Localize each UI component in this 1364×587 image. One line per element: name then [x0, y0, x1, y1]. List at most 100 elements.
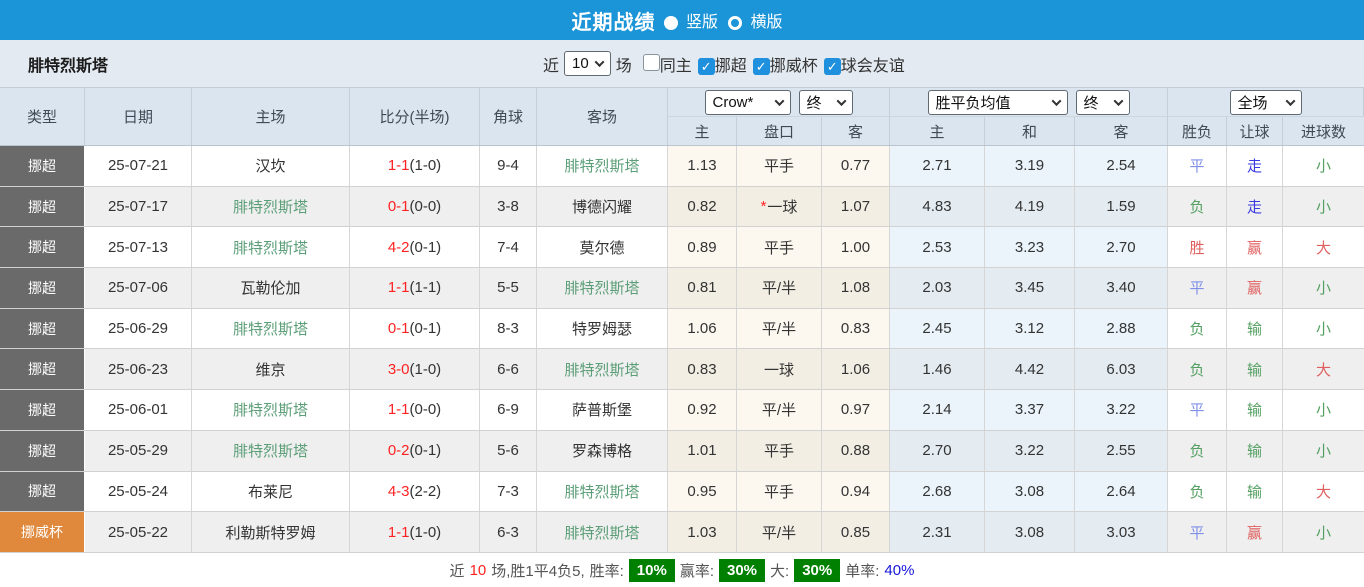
cell-league-type: 挪超	[0, 430, 85, 471]
cell-result-goals: 小	[1283, 512, 1364, 552]
cell-home-team: 汉坎	[192, 146, 350, 186]
table-row: 挪超 25-07-17 腓特烈斯塔 0-1 (0-0) 3-8 博德闪耀 0.82…	[0, 186, 1364, 228]
cell-handicap: 平手	[737, 471, 822, 512]
scope-select[interactable]: 全场	[1229, 89, 1302, 115]
cell-mean-draw: 4.42	[985, 349, 1075, 390]
chevron-down-icon	[594, 57, 605, 68]
cell-league-type: 挪超	[0, 471, 85, 512]
cell-corners: 3-8	[480, 186, 537, 227]
cell-date: 25-05-29	[85, 430, 192, 471]
cell-mean-away: 6.03	[1075, 349, 1168, 390]
cell-mean-draw: 3.08	[985, 471, 1075, 512]
cell-mean-home: 2.70	[890, 430, 985, 471]
cell-corners: 7-4	[480, 227, 537, 268]
summary-bar: 近 10 场,胜1平4负5, 胜率: 10% 赢率: 30% 大: 30% 单率: 4…	[0, 552, 1364, 587]
single-rate-value: 40%	[884, 561, 915, 579]
filter-checkbox[interactable]: ✓	[823, 58, 841, 75]
layout-radio-selected[interactable]	[663, 15, 678, 30]
cell-mean-draw: 3.19	[985, 146, 1075, 186]
mean-select[interactable]: 胜平负均值	[927, 89, 1068, 115]
bookmaker-select[interactable]: Crow*	[704, 89, 791, 115]
cell-away-team: 博德闪耀	[537, 186, 668, 227]
cell-odds-away: 1.06	[822, 349, 890, 390]
cell-result-goals: 小	[1283, 430, 1364, 471]
cell-score: 3-0 (1-0)	[350, 349, 480, 390]
filter-checkbox-label[interactable]: 挪超	[714, 57, 747, 75]
cell-handicap: 平手	[737, 227, 822, 268]
chevron-down-icon	[836, 95, 846, 106]
cell-result-wdl: 负	[1168, 471, 1227, 512]
cell-result-handicap: 输	[1227, 390, 1283, 430]
cell-mean-away: 2.64	[1075, 471, 1168, 512]
big-rate-label: 大:	[770, 562, 790, 580]
table-row: 挪超 25-07-21 汉坎 1-1 (1-0) 9-4 腓特烈斯塔 1.13 平…	[0, 146, 1364, 187]
filter-checkbox[interactable]: ✓	[697, 58, 715, 75]
subheader-2: 客	[822, 117, 890, 145]
cell-mean-home: 2.53	[890, 227, 985, 268]
cover-rate-label: 赢率:	[679, 562, 714, 580]
cell-league-type: 挪威杯	[0, 512, 85, 552]
cell-mean-away: 2.70	[1075, 227, 1168, 268]
cell-mean-home: 2.68	[890, 471, 985, 512]
cell-odds-away: 0.83	[822, 308, 890, 349]
filter-checkbox-label[interactable]: 球会友谊	[840, 57, 905, 75]
table-row: 挪超 25-07-06 瓦勒伦加 1-1 (1-1) 5-5 腓特烈斯塔 0.81…	[0, 268, 1364, 309]
cell-date: 25-05-22	[85, 512, 192, 552]
table-header: 类型 日期 主场 比分(半场) 角球 客场 Crow* 终 胜平负均值终 全场 主盘口客主和…	[0, 88, 1364, 146]
cell-away-team: 腓特烈斯塔	[537, 512, 668, 552]
cell-mean-home: 2.14	[890, 390, 985, 430]
cell-home-team: 腓特烈斯塔	[192, 186, 350, 227]
table-body: 挪超 25-07-21 汉坎 1-1 (1-0) 9-4 腓特烈斯塔 1.13 平…	[0, 146, 1364, 553]
big-rate-badge: 30%	[794, 558, 841, 582]
games-count-select[interactable]: 10	[564, 51, 611, 76]
single-rate-label: 单率:	[845, 562, 880, 580]
cell-result-wdl: 负	[1168, 186, 1227, 227]
subheader-1: 盘口	[737, 117, 822, 145]
cell-result-goals: 小	[1315, 402, 1331, 420]
cell-odds-away: 0.94	[822, 471, 890, 512]
cell-odds-home: 0.83	[668, 349, 737, 390]
cell-corners: 6-9	[480, 390, 537, 430]
cell-mean-draw: 4.19	[985, 186, 1075, 227]
header-0: 类型	[0, 88, 85, 145]
cell-away-team: 腓特烈斯塔	[537, 268, 668, 308]
cell-home-team: 腓特烈斯塔	[192, 227, 350, 268]
cell-mean-home: 2.45	[890, 308, 985, 349]
filter-checkbox-label[interactable]: 同主	[659, 57, 692, 75]
cell-mean-away: 1.59	[1075, 186, 1168, 227]
cell-league-type: 挪超	[0, 349, 85, 390]
cell-away-team: 腓特烈斯塔	[537, 471, 668, 512]
cell-corners: 6-6	[480, 349, 537, 390]
chevron-down-icon	[1113, 95, 1123, 106]
cell-away-team: 莫尔德	[537, 227, 668, 268]
cell-mean-draw: 3.22	[985, 430, 1075, 471]
cell-result-handicap: 走	[1227, 186, 1283, 227]
cell-result-wdl: 负	[1168, 349, 1227, 390]
cell-odds-away: 1.08	[822, 268, 890, 308]
filter-checkbox[interactable]	[642, 53, 660, 71]
cell-result-goals: 小	[1283, 268, 1364, 308]
mean-time-select[interactable]: 终	[1075, 89, 1130, 115]
cell-result-goals: 大	[1315, 483, 1331, 501]
cell-score: 4-3 (2-2)	[350, 471, 480, 512]
filter-checkbox[interactable]: ✓	[752, 58, 770, 75]
win-rate-label: 胜率:	[589, 562, 624, 580]
cell-odds-away: 0.85	[822, 512, 890, 552]
cell-corners: 8-3	[480, 308, 537, 349]
cell-home-team: 腓特烈斯塔	[192, 308, 350, 349]
cell-home-team: 腓特烈斯塔	[192, 390, 350, 430]
cell-handicap: 平手	[737, 146, 822, 186]
bookmaker-time-select[interactable]: 终	[798, 89, 853, 115]
cell-odds-away: 0.88	[822, 430, 890, 471]
layout-radio-label[interactable]: 横版	[750, 14, 783, 31]
cell-handicap: 平/半	[737, 390, 822, 430]
subheader-0: 主	[668, 117, 737, 145]
cell-score: 1-1 (1-0)	[350, 146, 480, 186]
results-table: 类型 日期 主场 比分(半场) 角球 客场 Crow* 终 胜平负均值终 全场 主盘口客主和…	[0, 88, 1364, 553]
title-bar: 近期战绩 竖版 横版	[0, 0, 1364, 40]
cell-odds-home: 1.06	[668, 308, 737, 349]
cell-league-type: 挪超	[0, 186, 85, 227]
layout-radio-label[interactable]: 竖版	[685, 14, 718, 31]
filter-checkbox-label[interactable]: 挪威杯	[769, 57, 818, 75]
layout-radio-unselected[interactable]	[728, 15, 742, 30]
